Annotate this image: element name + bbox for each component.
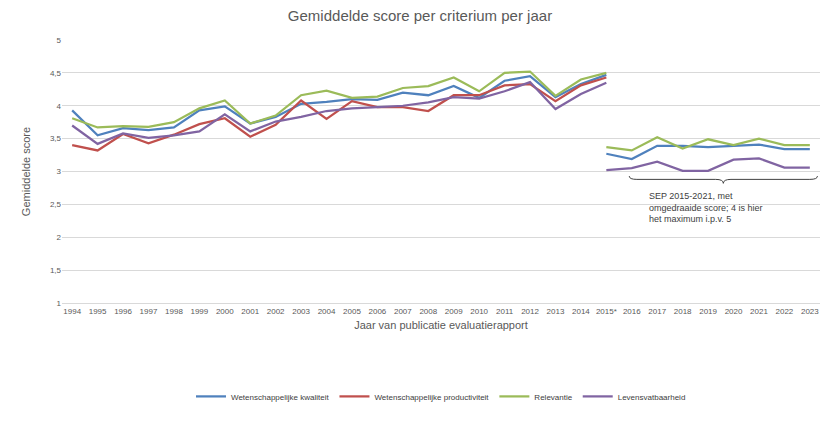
svg-text:2017: 2017 bbox=[648, 307, 666, 316]
svg-text:1998: 1998 bbox=[165, 307, 183, 316]
svg-text:2002: 2002 bbox=[267, 307, 285, 316]
svg-text:4,5: 4,5 bbox=[50, 69, 62, 78]
svg-text:2014: 2014 bbox=[572, 307, 590, 316]
svg-text:2003: 2003 bbox=[292, 307, 310, 316]
svg-text:3: 3 bbox=[57, 167, 62, 176]
svg-text:2013: 2013 bbox=[547, 307, 565, 316]
svg-text:Gemiddelde score per criterium: Gemiddelde score per criterium per jaar bbox=[288, 7, 552, 24]
svg-text:2: 2 bbox=[57, 233, 62, 242]
svg-text:2021: 2021 bbox=[750, 307, 768, 316]
svg-text:2007: 2007 bbox=[394, 307, 412, 316]
svg-text:2006: 2006 bbox=[369, 307, 387, 316]
svg-text:4: 4 bbox=[57, 102, 62, 111]
svg-text:2016: 2016 bbox=[623, 307, 641, 316]
svg-text:SEP 2015-2021, metomgedraaide: SEP 2015-2021, metomgedraaide score; 4 i… bbox=[649, 191, 763, 224]
svg-text:2019: 2019 bbox=[699, 307, 717, 316]
svg-text:2010: 2010 bbox=[470, 307, 488, 316]
svg-text:1,5: 1,5 bbox=[50, 266, 62, 275]
svg-text:5: 5 bbox=[57, 36, 62, 45]
svg-text:1996: 1996 bbox=[114, 307, 132, 316]
svg-text:2,5: 2,5 bbox=[50, 200, 62, 209]
svg-text:1997: 1997 bbox=[140, 307, 158, 316]
svg-text:Levensvatbaarheid: Levensvatbaarheid bbox=[618, 393, 686, 402]
svg-text:1995: 1995 bbox=[89, 307, 107, 316]
svg-text:1994: 1994 bbox=[63, 307, 81, 316]
svg-text:2011: 2011 bbox=[496, 307, 514, 316]
svg-text:1: 1 bbox=[57, 299, 62, 308]
svg-text:Jaar van publicatie evaluatier: Jaar van publicatie evaluatierapport bbox=[354, 319, 528, 331]
svg-text:3,5: 3,5 bbox=[50, 134, 62, 143]
svg-text:2012: 2012 bbox=[521, 307, 539, 316]
svg-text:2004: 2004 bbox=[318, 307, 336, 316]
svg-text:Wetenschappelijke kwaliteit: Wetenschappelijke kwaliteit bbox=[231, 393, 329, 402]
svg-text:Gemiddelde score: Gemiddelde score bbox=[20, 127, 32, 216]
svg-text:2023: 2023 bbox=[801, 307, 819, 316]
svg-text:1999: 1999 bbox=[190, 307, 208, 316]
svg-text:2015*: 2015* bbox=[596, 307, 617, 316]
svg-text:2005: 2005 bbox=[343, 307, 361, 316]
svg-text:2022: 2022 bbox=[775, 307, 793, 316]
svg-text:2009: 2009 bbox=[445, 307, 463, 316]
svg-text:2001: 2001 bbox=[241, 307, 259, 316]
svg-text:Wetenschappelijke productivite: Wetenschappelijke productiviteit bbox=[374, 393, 489, 402]
svg-text:2020: 2020 bbox=[725, 307, 743, 316]
svg-text:2000: 2000 bbox=[216, 307, 234, 316]
svg-text:Relevantie: Relevantie bbox=[534, 393, 572, 402]
svg-text:2008: 2008 bbox=[419, 307, 437, 316]
svg-text:2018: 2018 bbox=[674, 307, 692, 316]
